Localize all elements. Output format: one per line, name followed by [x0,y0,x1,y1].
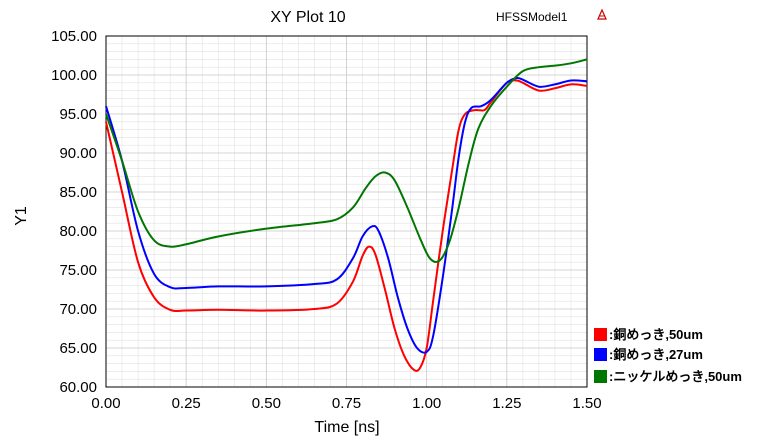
y-axis-ticks: 60.00 65.00 70.00 75.00 80.00 85.00 90.00 95.00… [51,28,97,396]
legend-label-2: :銅めっき,27um [609,347,703,362]
y-tick-label: 90.00 [59,145,97,162]
major-grid [105,35,588,388]
y-tick-label: 85.00 [59,184,97,201]
x-tick-label: 1.50 [572,395,601,412]
y-tick-label: 95.00 [59,106,97,123]
x-tick-label: 0.00 [91,395,120,412]
legend-label-3: :ニッケルめっき,50um [609,369,742,384]
series-line-2 [105,76,588,354]
model-name: HFSSModel1 [496,10,568,24]
x-tick-label: 1.25 [492,395,521,412]
x-tick-label: 0.25 [172,395,201,412]
legend-label-1: :銅めっき,50um [609,327,703,342]
y-tick-label: 60.00 [59,379,97,396]
y-tick-label: 75.00 [59,262,97,279]
y-tick-label: 65.00 [59,340,97,357]
x-axis-label: Time [ns] [314,419,379,436]
x-axis-ticks: 0.00 0.25 0.50 0.75 1.00 1.25 1.50 [91,395,601,412]
y-tick-label: 80.00 [59,223,97,240]
series-layer [105,58,588,372]
legend-swatch-3 [594,370,607,383]
y-tick-label: 70.00 [59,301,97,318]
ansys-logo-icon [597,8,607,20]
y-tick-label: 100.00 [51,67,97,84]
x-tick-label: 0.50 [252,395,281,412]
series-line-3 [105,58,588,263]
legend-swatch-2 [594,348,607,361]
legend: :銅めっき,50um :銅めっき,27um :ニッケルめっき,50um [594,327,742,384]
y-axis-label: Y1 [13,206,30,226]
x-tick-label: 0.75 [332,395,361,412]
legend-swatch-1 [594,328,607,341]
plot-area [105,35,588,388]
chart-title: XY Plot 10 [270,9,345,26]
y-tick-label: 105.00 [51,28,97,45]
x-tick-label: 1.00 [412,395,441,412]
